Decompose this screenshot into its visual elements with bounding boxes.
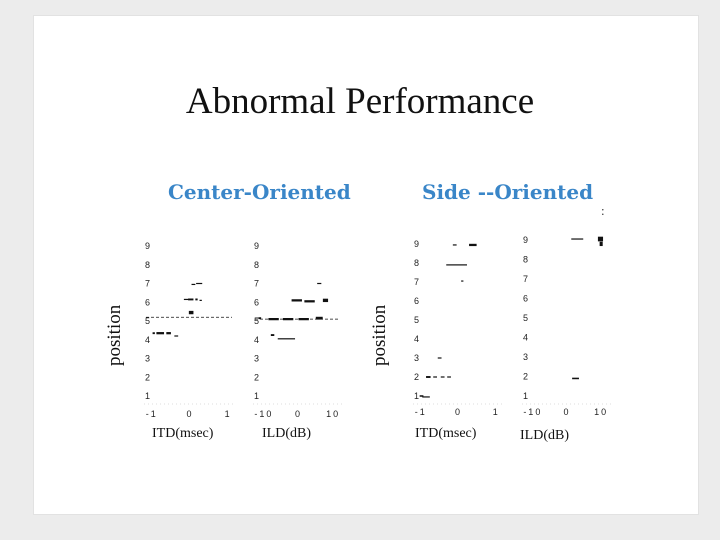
colon-mark: : — [601, 203, 605, 218]
data-point — [426, 376, 431, 378]
data-point — [422, 396, 430, 398]
data-point — [322, 298, 329, 303]
data-point — [298, 318, 309, 321]
data-point — [270, 334, 275, 336]
x-title-panel-3: ITD(msec) — [415, 426, 477, 441]
y-tick-label: 2 — [414, 372, 419, 382]
x-title-panel-2: ILD(dB) — [262, 426, 311, 441]
y-tick-label: 3 — [254, 354, 259, 364]
y-tick-label: 4 — [523, 333, 528, 343]
x-tick-label: -1 — [415, 407, 427, 417]
data-point — [597, 236, 604, 242]
y-tick-label: 7 — [414, 277, 419, 287]
data-point — [572, 377, 579, 380]
side-oriented-label: Side --Oriented — [422, 180, 594, 204]
x-title-panel-4: ILD(dB) — [520, 428, 569, 443]
y-tick-label: 2 — [145, 372, 150, 382]
y-tick-label: 9 — [145, 241, 150, 251]
x-tick-label: -10 — [523, 407, 542, 417]
x-tick-label: 10 — [326, 409, 340, 419]
x-tick-label: 0 — [455, 407, 462, 417]
center-oriented-label: Center-Oriented — [168, 180, 351, 204]
x-tick-label: -1 — [146, 409, 158, 419]
x-tick-label: 0 — [186, 409, 193, 419]
y-tick-label: 2 — [254, 372, 259, 382]
slide-title: Abnormal Performance — [185, 81, 535, 122]
data-point — [196, 282, 203, 285]
data-point — [183, 298, 189, 301]
x-tick-label: 0 — [295, 409, 302, 419]
y-tick-label: 6 — [254, 297, 259, 307]
y-tick-label: 7 — [145, 279, 150, 289]
y-tick-label: 6 — [145, 297, 150, 307]
data-point — [199, 299, 202, 301]
data-point — [317, 282, 322, 285]
y-tick-label: 5 — [145, 316, 150, 326]
data-point — [461, 280, 464, 282]
y-tick-label: 5 — [523, 313, 528, 323]
y-tick-label: 1 — [523, 391, 528, 401]
y-tick-label: 7 — [523, 274, 528, 284]
data-point — [268, 318, 279, 321]
y-tick-label: 8 — [145, 260, 150, 270]
data-point — [446, 264, 467, 266]
y-tick-label: 8 — [523, 255, 528, 265]
data-point — [437, 357, 442, 359]
data-point — [440, 376, 445, 378]
x-tick-label: 0 — [563, 407, 570, 417]
x-tick-label: 1 — [493, 407, 500, 417]
y-tick-label: 1 — [254, 391, 259, 401]
data-point — [315, 316, 323, 320]
slide-background — [34, 16, 698, 514]
y-tick-label: 9 — [523, 235, 528, 245]
y-tick-label: 1 — [145, 391, 150, 401]
y-tick-label: 9 — [414, 239, 419, 249]
y-tick-label: 5 — [254, 316, 259, 326]
y-tick-label: 9 — [254, 241, 259, 251]
data-point — [277, 338, 296, 340]
data-point — [258, 317, 262, 320]
data-point — [452, 244, 457, 246]
x-tick-label: 10 — [594, 407, 608, 417]
x-tick-label: -10 — [254, 409, 273, 419]
data-point — [156, 332, 165, 335]
y-tick-label: 7 — [254, 279, 259, 289]
y-tick-label: 3 — [145, 354, 150, 364]
y-tick-label: 6 — [414, 296, 419, 306]
data-point — [174, 335, 179, 337]
y-tick-label: 3 — [523, 352, 528, 362]
data-point — [571, 238, 584, 240]
y-tick-label: 4 — [145, 335, 150, 345]
data-point — [433, 376, 437, 378]
data-point — [447, 376, 451, 378]
data-point — [599, 241, 603, 247]
y-tick-label: 2 — [523, 372, 528, 382]
data-point — [188, 310, 194, 315]
data-point — [166, 332, 171, 335]
y-tick-label: 1 — [414, 391, 419, 401]
y-tick-label: 4 — [254, 335, 259, 345]
y-tick-label: 4 — [414, 334, 419, 344]
data-point — [188, 298, 194, 301]
data-point — [191, 283, 196, 286]
data-point — [291, 299, 302, 302]
y-tick-label: 5 — [414, 315, 419, 325]
data-point — [304, 300, 315, 303]
x-tick-label: 1 — [225, 409, 232, 419]
data-point — [282, 318, 294, 321]
y-tick-label: 8 — [414, 258, 419, 268]
data-point — [469, 243, 477, 247]
x-title-panel-1: ITD(msec) — [152, 426, 214, 441]
data-point — [152, 332, 155, 335]
y-tick-label: 8 — [254, 260, 259, 270]
y-tick-label: 3 — [414, 353, 419, 363]
data-point — [419, 395, 424, 397]
data-point — [195, 298, 198, 301]
y-tick-label: 6 — [523, 294, 528, 304]
